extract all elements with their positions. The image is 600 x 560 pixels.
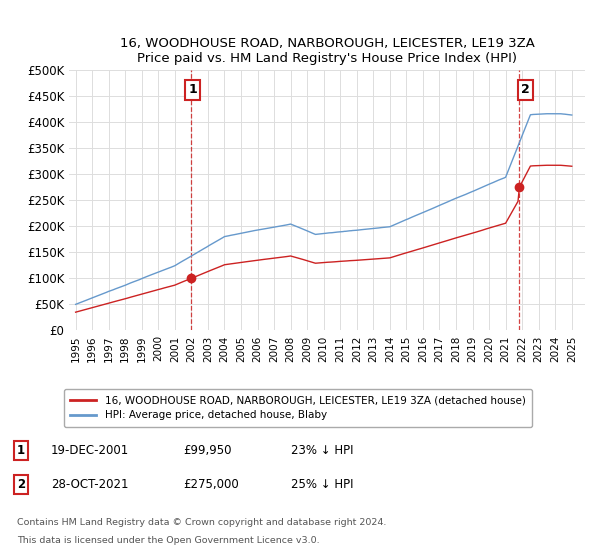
Text: 28-OCT-2021: 28-OCT-2021 — [51, 478, 128, 491]
Legend: 16, WOODHOUSE ROAD, NARBOROUGH, LEICESTER, LE19 3ZA (detached house), HPI: Avera: 16, WOODHOUSE ROAD, NARBOROUGH, LEICESTE… — [64, 389, 532, 427]
Title: 16, WOODHOUSE ROAD, NARBOROUGH, LEICESTER, LE19 3ZA
Price paid vs. HM Land Regis: 16, WOODHOUSE ROAD, NARBOROUGH, LEICESTE… — [119, 36, 535, 64]
Text: £99,950: £99,950 — [183, 444, 232, 458]
Text: 1: 1 — [17, 444, 25, 458]
Text: 2: 2 — [521, 83, 529, 96]
Text: This data is licensed under the Open Government Licence v3.0.: This data is licensed under the Open Gov… — [17, 536, 319, 545]
Text: 23% ↓ HPI: 23% ↓ HPI — [291, 444, 353, 458]
Text: £275,000: £275,000 — [183, 478, 239, 491]
Text: 25% ↓ HPI: 25% ↓ HPI — [291, 478, 353, 491]
Text: 1: 1 — [188, 83, 197, 96]
Text: 19-DEC-2001: 19-DEC-2001 — [51, 444, 129, 458]
Text: Contains HM Land Registry data © Crown copyright and database right 2024.: Contains HM Land Registry data © Crown c… — [17, 519, 386, 528]
Text: 2: 2 — [17, 478, 25, 491]
